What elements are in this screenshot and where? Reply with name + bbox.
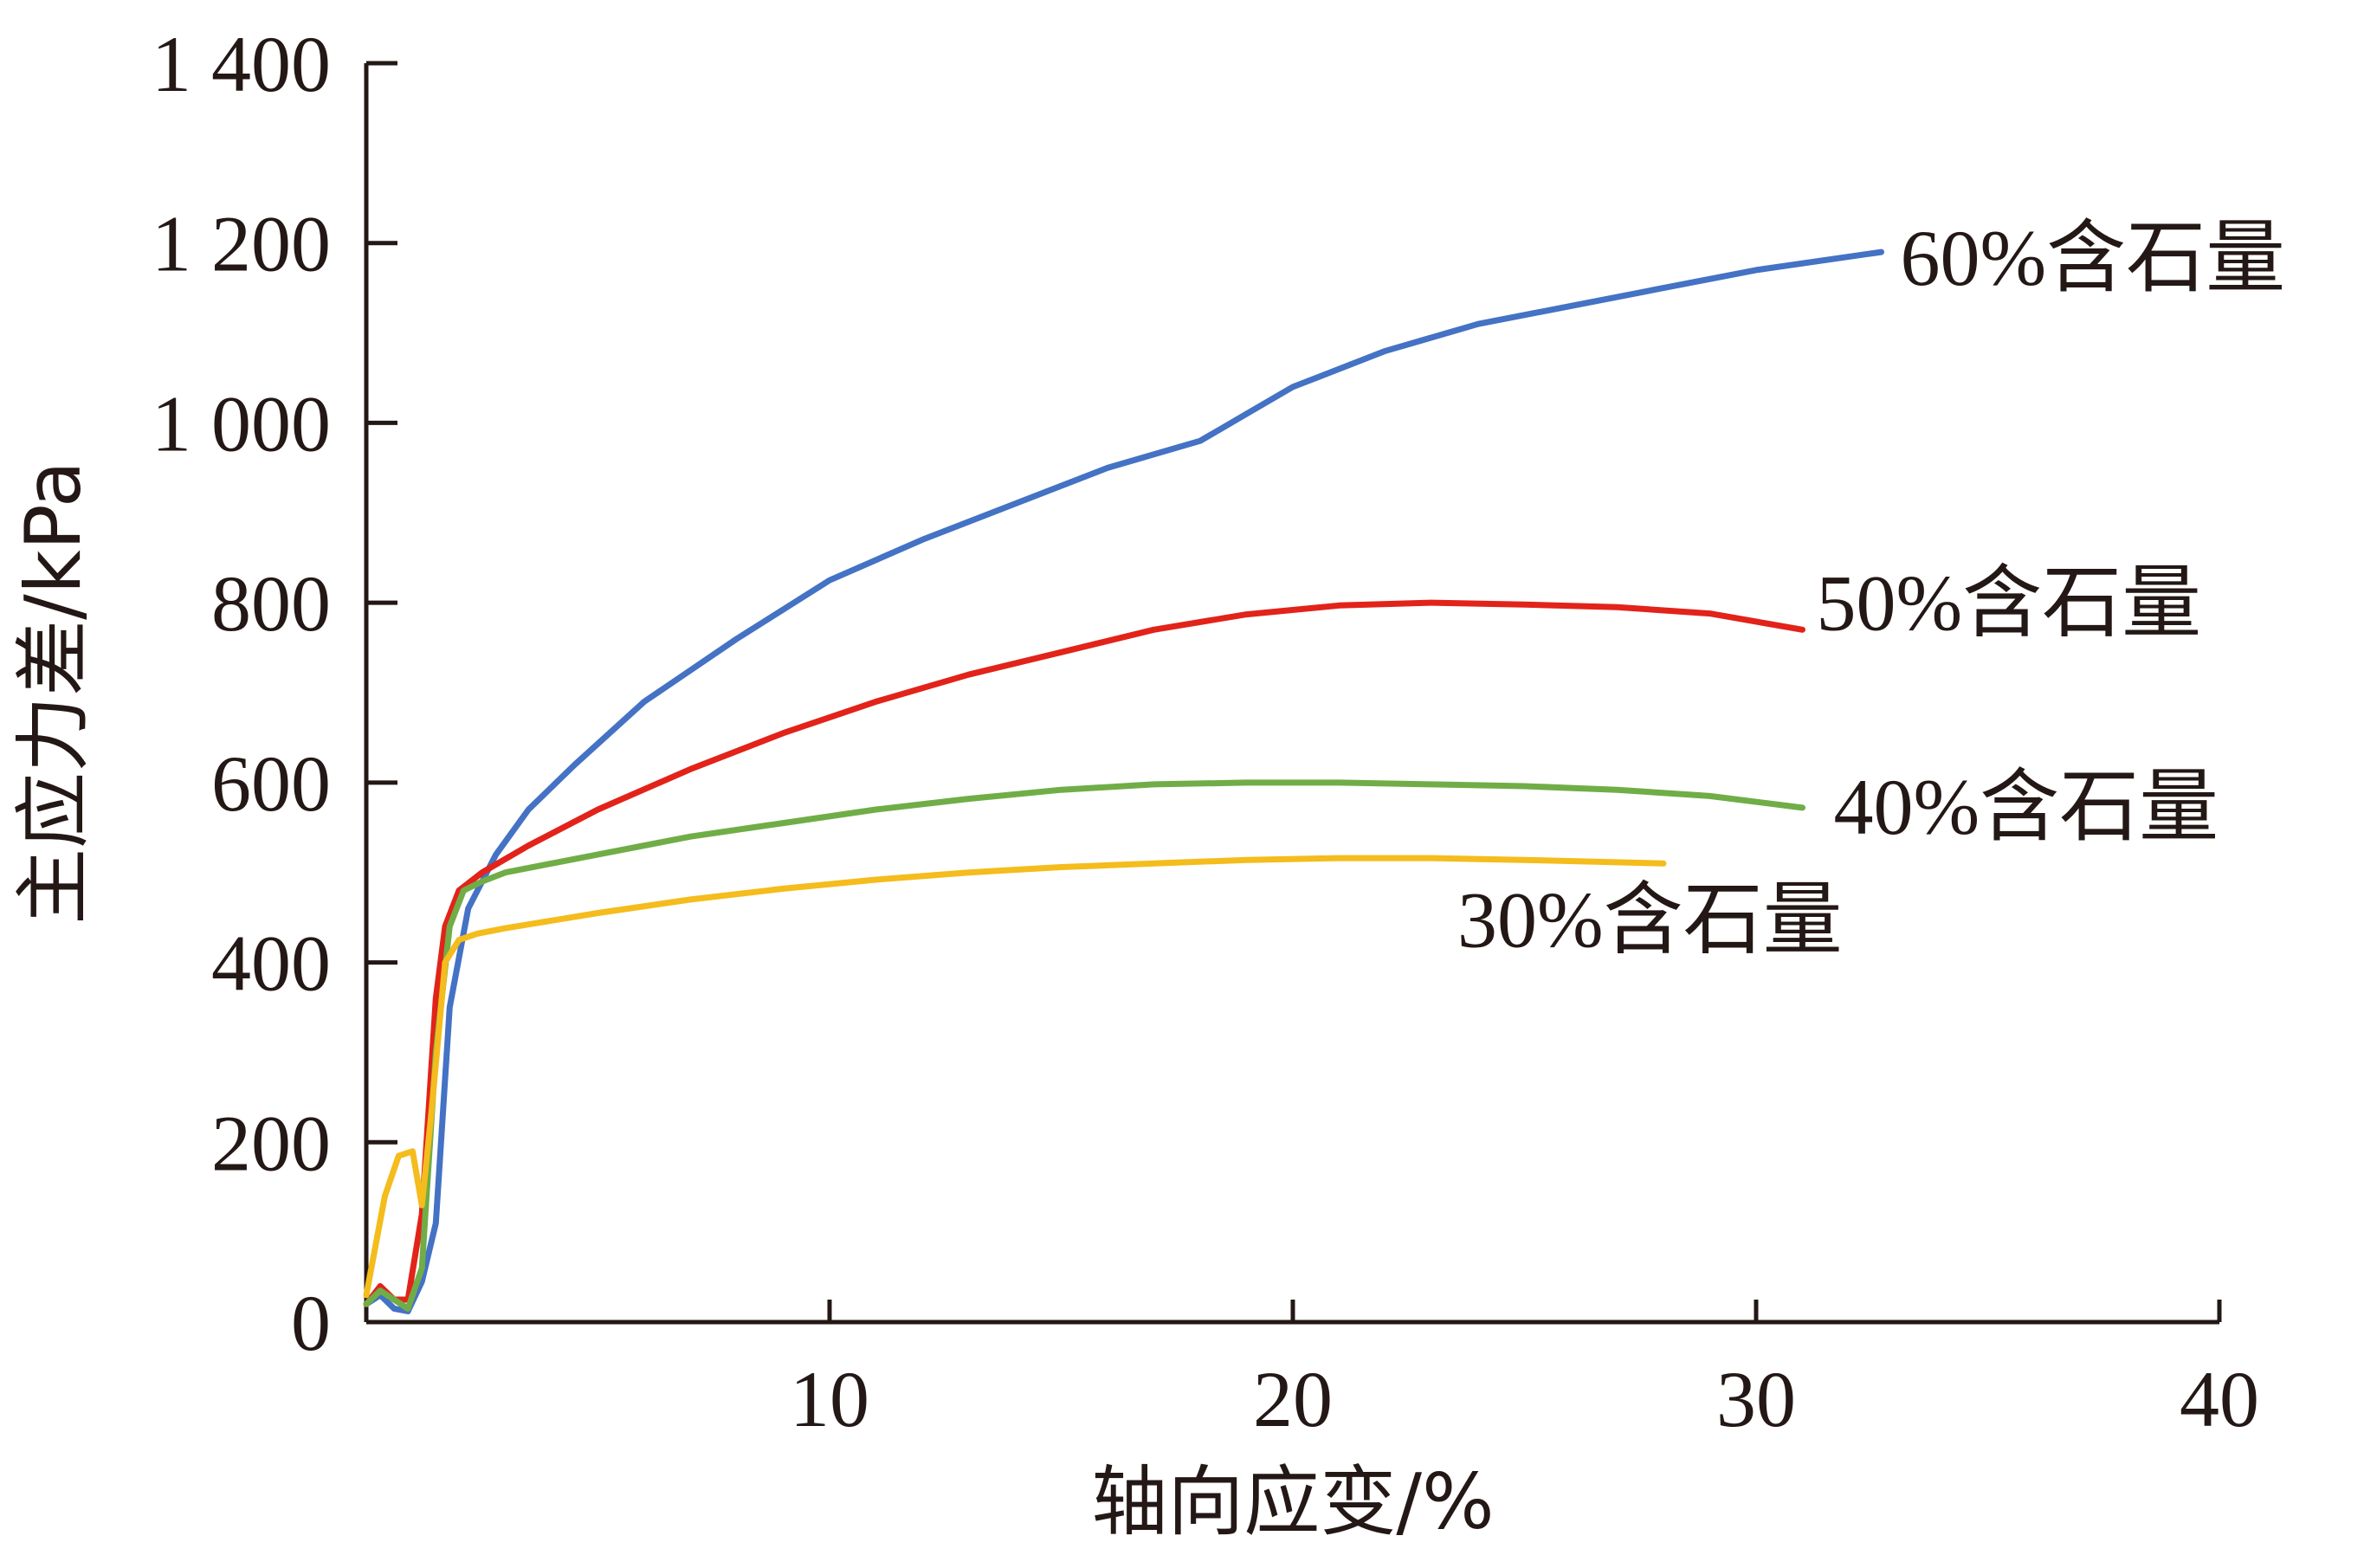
x-tick-label: 20 — [1253, 1355, 1333, 1443]
series-label-4: 30%含石量 — [1457, 875, 1843, 964]
series-lines — [363, 248, 1884, 1314]
y-tick-label: 1 200 — [152, 200, 331, 288]
series-line-1 — [363, 248, 1884, 1314]
y-tick-label: 1 400 — [152, 20, 331, 108]
x-tick-label: 40 — [2180, 1355, 2259, 1443]
series-labels: 60%含石量 50%含石量 40%含石量 30%含石量 — [1457, 214, 2285, 964]
y-tick-label: 600 — [211, 739, 331, 828]
x-tick-label: 10 — [790, 1355, 869, 1443]
plot-area: 10 20 30 40 0 200 400 600 800 1 000 1 200 1 400 60… — [152, 20, 2285, 1443]
x-axis-title: 轴向应变/% — [1091, 1457, 1494, 1546]
series-line-2 — [363, 599, 1805, 1307]
y-axis-ticks: 0 200 400 600 800 1 000 1 200 1 400 — [152, 20, 397, 1367]
y-axis-title: 主应力差/kPa — [9, 461, 98, 925]
series-label-1: 60%含石量 — [1900, 214, 2285, 302]
x-tick-label: 30 — [1716, 1355, 1796, 1443]
x-axis-ticks: 10 20 30 40 — [790, 1300, 2259, 1443]
series-label-3: 40%含石量 — [1834, 763, 2219, 851]
y-tick-label: 1 000 — [152, 379, 331, 468]
y-tick-label: 200 — [211, 1099, 331, 1187]
series-line-4 — [363, 855, 1667, 1299]
y-tick-label: 0 — [291, 1279, 331, 1367]
y-tick-label: 800 — [211, 559, 331, 648]
series-line-3 — [363, 779, 1805, 1312]
y-tick-label: 400 — [211, 920, 331, 1008]
series-label-2: 50%含石量 — [1817, 558, 2202, 647]
